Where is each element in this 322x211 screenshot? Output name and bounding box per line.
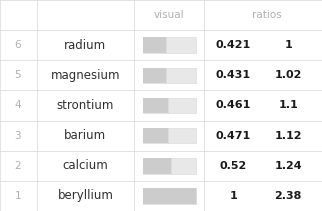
Text: beryllium: beryllium bbox=[57, 189, 113, 202]
Bar bbox=[143, 128, 168, 143]
Bar bbox=[143, 188, 196, 204]
Bar bbox=[143, 37, 166, 53]
Text: 1.02: 1.02 bbox=[274, 70, 302, 80]
Bar bbox=[143, 158, 196, 174]
Bar bbox=[143, 68, 166, 83]
Text: 1: 1 bbox=[230, 191, 237, 201]
Text: 2.38: 2.38 bbox=[274, 191, 302, 201]
Bar bbox=[143, 98, 168, 113]
Bar bbox=[143, 158, 171, 174]
Bar bbox=[143, 68, 196, 83]
Bar bbox=[143, 37, 196, 53]
Text: 0.471: 0.471 bbox=[216, 131, 251, 141]
Text: 5: 5 bbox=[14, 70, 21, 80]
Bar bbox=[143, 188, 196, 204]
Text: 1: 1 bbox=[14, 191, 21, 201]
Text: 1: 1 bbox=[284, 40, 292, 50]
Text: barium: barium bbox=[64, 129, 106, 142]
Bar bbox=[143, 98, 196, 113]
Text: 4: 4 bbox=[14, 100, 21, 111]
Text: 0.52: 0.52 bbox=[220, 161, 247, 171]
Text: 3: 3 bbox=[14, 131, 21, 141]
Text: strontium: strontium bbox=[57, 99, 114, 112]
Text: 6: 6 bbox=[14, 40, 21, 50]
Text: calcium: calcium bbox=[62, 159, 108, 172]
Text: ratios: ratios bbox=[251, 10, 281, 20]
Text: radium: radium bbox=[64, 39, 106, 52]
Text: 1.12: 1.12 bbox=[274, 131, 302, 141]
Text: visual: visual bbox=[154, 10, 185, 20]
Text: 1.1: 1.1 bbox=[278, 100, 298, 111]
Text: 2: 2 bbox=[14, 161, 21, 171]
Text: 0.421: 0.421 bbox=[216, 40, 251, 50]
Text: 0.461: 0.461 bbox=[216, 100, 251, 111]
Text: magnesium: magnesium bbox=[51, 69, 120, 82]
Text: 0.431: 0.431 bbox=[216, 70, 251, 80]
Bar bbox=[143, 128, 196, 143]
Text: 1.24: 1.24 bbox=[274, 161, 302, 171]
